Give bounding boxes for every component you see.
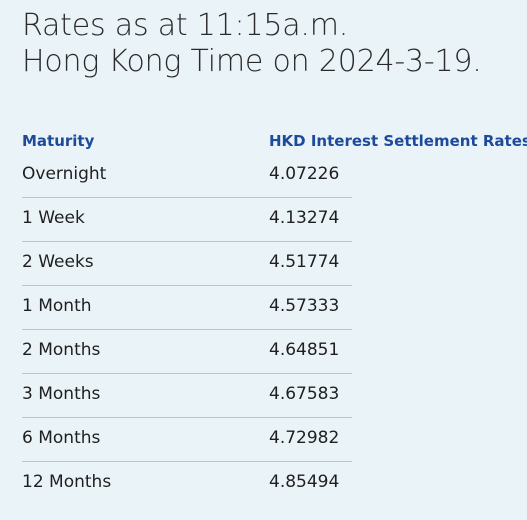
rate-cell: 4.72982 [269, 428, 340, 448]
column-header-rate: HKD Interest Settlement Rates [269, 132, 527, 150]
rates-table: Maturity HKD Interest Settlement Rates O… [22, 128, 527, 506]
page-title-line-2: Hong Kong Time on 2024-3-19. [22, 44, 482, 79]
table-row: 6 Months 4.72982 [22, 418, 352, 462]
column-header-maturity: Maturity [22, 132, 95, 150]
rate-cell: 4.85494 [269, 472, 340, 492]
rate-cell: 4.07226 [269, 164, 340, 184]
table-row: 3 Months 4.67583 [22, 374, 352, 418]
maturity-cell: 3 Months [22, 384, 101, 404]
maturity-cell: 2 Weeks [22, 252, 94, 272]
rate-cell: 4.13274 [269, 208, 340, 228]
maturity-cell: 2 Months [22, 340, 101, 360]
table-body: Overnight 4.07226 1 Week 4.13274 2 Weeks… [22, 154, 512, 506]
table-row: 12 Months 4.85494 [22, 462, 352, 506]
page-title-line-1: Rates as at 11:15a.m. [22, 8, 349, 43]
table-row: 1 Month 4.57333 [22, 286, 352, 330]
table-row: Overnight 4.07226 [22, 154, 352, 198]
table-header: Maturity HKD Interest Settlement Rates [22, 128, 527, 154]
rate-cell: 4.67583 [269, 384, 340, 404]
table-row: 1 Week 4.13274 [22, 198, 352, 242]
table-row: 2 Weeks 4.51774 [22, 242, 352, 286]
maturity-cell: 1 Week [22, 208, 85, 228]
maturity-cell: Overnight [22, 164, 107, 184]
maturity-cell: 6 Months [22, 428, 101, 448]
maturity-cell: 12 Months [22, 472, 112, 492]
rate-cell: 4.64851 [269, 340, 340, 360]
rate-cell: 4.57333 [269, 296, 340, 316]
rate-cell: 4.51774 [269, 252, 340, 272]
page-title: Rates as at 11:15a.m. Hong Kong Time on … [22, 8, 512, 80]
maturity-cell: 1 Month [22, 296, 92, 316]
table-row: 2 Months 4.64851 [22, 330, 352, 374]
